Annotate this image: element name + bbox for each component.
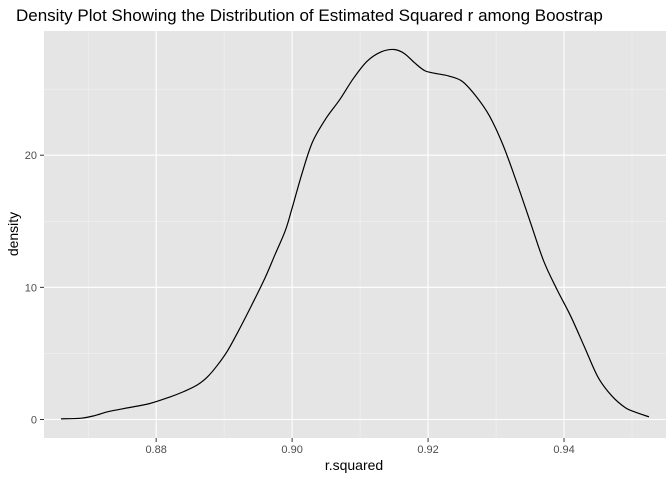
x-tick-label: 0.90 xyxy=(281,444,302,456)
y-axis: 0 10 20 xyxy=(25,150,44,427)
x-tick-label: 0.88 xyxy=(145,444,166,456)
chart-title: Density Plot Showing the Distribution of… xyxy=(16,6,603,25)
x-tick-label: 0.92 xyxy=(417,444,438,456)
plot-panel xyxy=(44,31,666,438)
y-axis-title: density xyxy=(5,212,21,256)
major-gridlines xyxy=(44,31,666,438)
x-axis: 0.88 0.90 0.92 0.94 xyxy=(145,438,575,456)
minor-gridlines xyxy=(44,31,666,438)
density-curve xyxy=(60,48,650,420)
x-axis-title: r.squared xyxy=(325,457,383,473)
y-tick-label: 10 xyxy=(25,282,37,294)
x-tick-label: 0.94 xyxy=(553,444,574,456)
y-tick-label: 20 xyxy=(25,150,37,162)
y-tick-label: 0 xyxy=(31,415,37,427)
